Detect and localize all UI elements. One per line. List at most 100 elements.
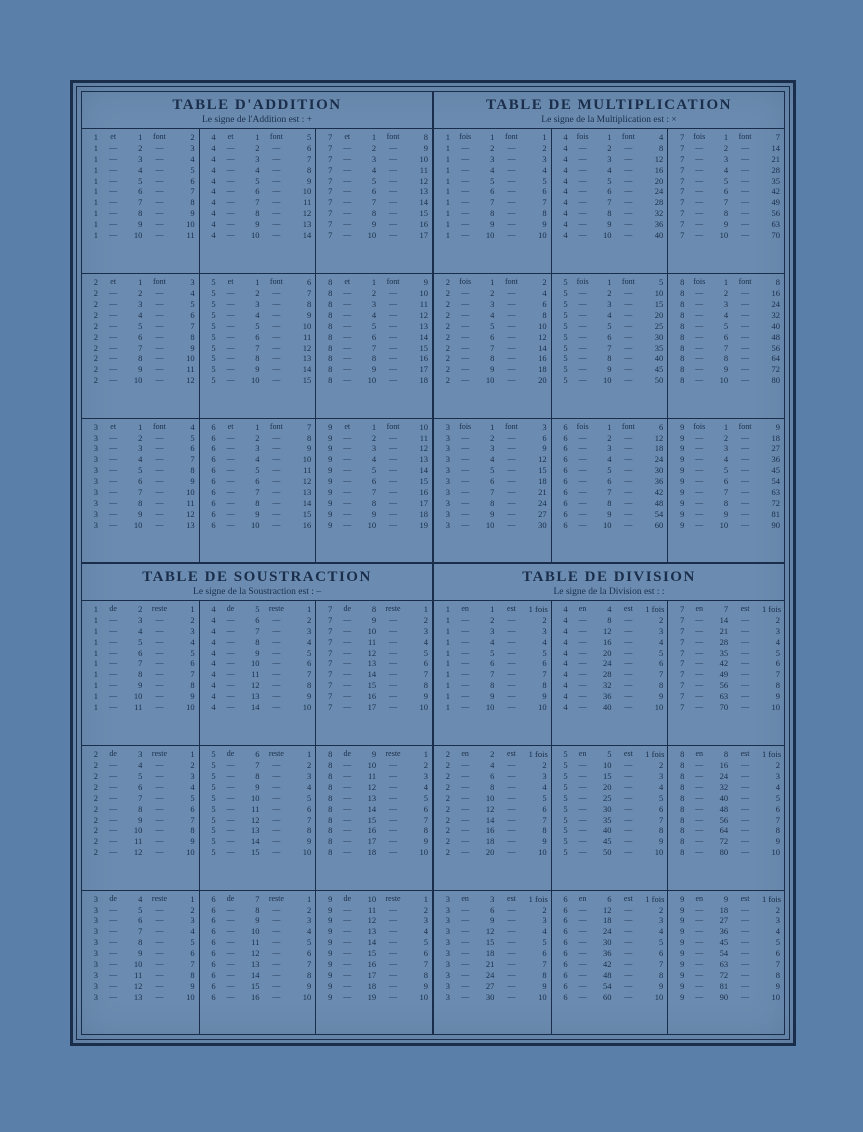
table-line: 2—6—12 bbox=[438, 332, 547, 343]
table-line: 2—11—9 bbox=[86, 836, 195, 847]
table-line: 3—5—2 bbox=[86, 905, 195, 916]
table-line: 6—8—2 bbox=[204, 905, 312, 916]
table-line: 6de7reste1 bbox=[204, 894, 312, 905]
table-line: 7—5—12 bbox=[320, 176, 428, 187]
table-line: 7—4—11 bbox=[320, 165, 428, 176]
table-line: 1—2—2 bbox=[438, 143, 547, 154]
table-line: 6et1font7 bbox=[204, 422, 312, 433]
table-line: 6—11—5 bbox=[204, 937, 312, 948]
blocks-multiplication: 1fois1font11—2—21—3—31—4—41—5—51—6—61—7—… bbox=[434, 129, 784, 562]
table-line: 7—4—28 bbox=[672, 165, 780, 176]
table-line: 7de8reste1 bbox=[320, 604, 428, 615]
table-line: 8—72—9 bbox=[672, 836, 780, 847]
table-line: 7—8—56 bbox=[672, 208, 780, 219]
table-line: 2—12—10 bbox=[86, 847, 195, 858]
table-line: 6en6est1 fois bbox=[556, 894, 664, 905]
table-line: 6—4—24 bbox=[556, 454, 664, 465]
table-line: 4—28—7 bbox=[556, 669, 664, 680]
table-line: 9et1font10 bbox=[320, 422, 428, 433]
table-line: 2fois1font2 bbox=[438, 277, 547, 288]
table-line: 5—11—6 bbox=[204, 804, 312, 815]
table-line: 4—9—5 bbox=[204, 648, 312, 659]
table-line: 9—6—54 bbox=[672, 476, 780, 487]
quad-subtitle: Le signe de la Soustraction est : – bbox=[84, 587, 430, 597]
table-line: 8—40—5 bbox=[672, 793, 780, 804]
table-line: 5—2—10 bbox=[556, 288, 664, 299]
quad-header: TABLE D'ADDITION Le signe de l'Addition … bbox=[82, 92, 432, 129]
table-block: 7fois1font77—2—147—3—217—4—287—5—357—6—4… bbox=[667, 129, 784, 273]
table-line: 3en3est1 fois bbox=[438, 894, 547, 905]
table-line: 9—15—6 bbox=[320, 948, 428, 959]
table-line: 9—12—3 bbox=[320, 915, 428, 926]
table-line: 8—16—8 bbox=[320, 825, 428, 836]
table-line: 8—5—40 bbox=[672, 321, 780, 332]
table-line: 2—8—10 bbox=[86, 353, 195, 364]
block-row: 3et1font43—2—53—3—63—4—73—5—83—6—93—7—10… bbox=[82, 418, 432, 562]
table-line: 2—18—9 bbox=[438, 836, 547, 847]
table-line: 9—3—12 bbox=[320, 443, 428, 454]
table-line: 5—45—9 bbox=[556, 836, 664, 847]
table-line: 9de10reste1 bbox=[320, 894, 428, 905]
table-block: 4de5reste14—6—24—7—34—8—44—9—54—10—64—11… bbox=[199, 601, 316, 745]
table-line: 9—81—9 bbox=[672, 981, 780, 992]
table-line: 3—21—7 bbox=[438, 959, 547, 970]
blocks-addition: 1et1font21—2—31—3—41—4—51—5—61—6—71—7—81… bbox=[82, 129, 432, 562]
table-line: 7—21—3 bbox=[672, 626, 780, 637]
table-line: 4—6—24 bbox=[556, 186, 664, 197]
table-block: 3fois1font33—2—63—3—93—4—123—5—153—6—183… bbox=[434, 419, 551, 562]
table-line: 8—2—10 bbox=[320, 288, 428, 299]
table-line: 2—4—2 bbox=[86, 760, 195, 771]
table-line: 7et1font8 bbox=[320, 132, 428, 143]
table-line: 1—4—4 bbox=[438, 165, 547, 176]
table-block: 1en1est1 fois1—2—21—3—31—4—41—5—51—6—61—… bbox=[434, 601, 551, 745]
table-line: 4—4—8 bbox=[204, 165, 312, 176]
table-line: 5—35—7 bbox=[556, 815, 664, 826]
table-line: 7—6—42 bbox=[672, 186, 780, 197]
table-line: 7—49—7 bbox=[672, 669, 780, 680]
table-line: 2—3—6 bbox=[438, 299, 547, 310]
table-line: 8—12—4 bbox=[320, 782, 428, 793]
table-line: 6—42—7 bbox=[556, 959, 664, 970]
table-block: 1et1font21—2—31—3—41—4—51—5—61—6—71—7—81… bbox=[82, 129, 199, 273]
table-line: 5fois1font5 bbox=[556, 277, 664, 288]
table-line: 3de4reste1 bbox=[86, 894, 195, 905]
table-block: 3en3est1 fois3—6—23—9—33—12—43—15—53—18—… bbox=[434, 891, 551, 1034]
table-line: 1—3—2 bbox=[86, 615, 195, 626]
table-line: 1—8—9 bbox=[86, 208, 195, 219]
table-line: 1—3—3 bbox=[438, 154, 547, 165]
table-line: 1—7—6 bbox=[86, 658, 195, 669]
table-line: 5—30—6 bbox=[556, 804, 664, 815]
table-line: 3—13—10 bbox=[86, 992, 195, 1003]
table-line: 6—8—14 bbox=[204, 498, 312, 509]
table-line: 3et1font4 bbox=[86, 422, 195, 433]
table-line: 6—5—30 bbox=[556, 465, 664, 476]
table-line: 7—35—5 bbox=[672, 648, 780, 659]
table-line: 5—3—15 bbox=[556, 299, 664, 310]
table-line: 2et1font3 bbox=[86, 277, 195, 288]
table-line: 6—24—4 bbox=[556, 926, 664, 937]
table-line: 8—10—80 bbox=[672, 375, 780, 386]
table-line: 4—6—10 bbox=[204, 186, 312, 197]
quad-subtitle: Le signe de l'Addition est : + bbox=[84, 115, 430, 125]
table-block: 9et1font109—2—119—3—129—4—139—5—149—6—15… bbox=[315, 419, 432, 562]
table-line: 2—7—14 bbox=[438, 343, 547, 354]
quad-title: TABLE DE SOUSTRACTION bbox=[84, 569, 430, 586]
table-line: 8—2—16 bbox=[672, 288, 780, 299]
table-line: 1—6—6 bbox=[438, 658, 547, 669]
table-block: 6de7reste16—8—26—9—36—10—46—11—56—12—66—… bbox=[199, 891, 316, 1034]
table-line: 3—8—24 bbox=[438, 498, 547, 509]
table-block: 9de10reste19—11—29—12—39—13—49—14—59—15—… bbox=[315, 891, 432, 1034]
table-line: 6—10—60 bbox=[556, 520, 664, 531]
table-line: 6—15—9 bbox=[204, 981, 312, 992]
table-block: 2fois1font22—2—42—3—62—4—82—5—102—6—122—… bbox=[434, 274, 551, 417]
table-block: 9en9est1 fois9—18—29—27—39—36—49—45—59—5… bbox=[667, 891, 784, 1034]
table-line: 2—20—10 bbox=[438, 847, 547, 858]
table-line: 4—14—10 bbox=[204, 702, 312, 713]
table-line: 6—5—11 bbox=[204, 465, 312, 476]
table-line: 4—2—8 bbox=[556, 143, 664, 154]
table-line: 3—18—6 bbox=[438, 948, 547, 959]
table-line: 8—14—6 bbox=[320, 804, 428, 815]
table-line: 7—3—21 bbox=[672, 154, 780, 165]
table-line: 8—3—11 bbox=[320, 299, 428, 310]
table-line: 7—16—9 bbox=[320, 691, 428, 702]
